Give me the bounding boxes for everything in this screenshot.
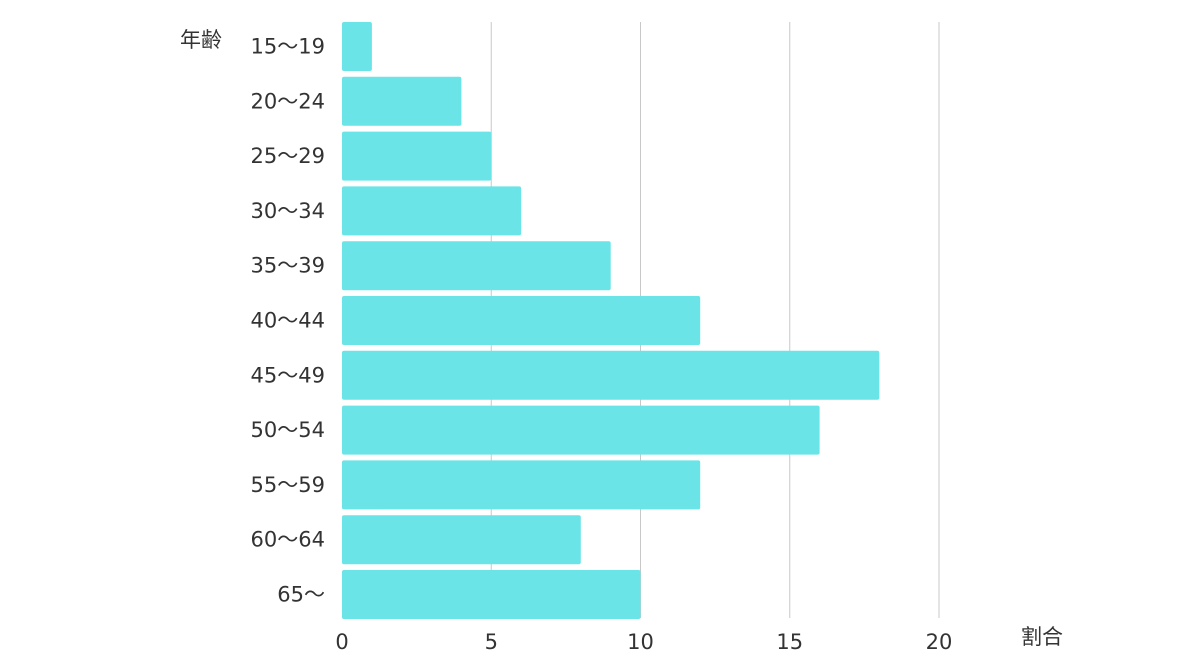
bar (342, 76, 462, 126)
y-tick-label: 60〜64 (251, 528, 325, 552)
y-tick-label: 15〜19 (251, 35, 325, 59)
x-axis-title: 割合 (1021, 625, 1063, 649)
y-tick-label: 55〜59 (251, 473, 325, 497)
bar (342, 570, 641, 619)
x-tick-label: 0 (335, 630, 348, 654)
bar (342, 241, 611, 291)
y-tick-label: 45〜49 (251, 363, 325, 387)
y-tick-label: 30〜34 (251, 199, 325, 223)
bar (342, 131, 492, 181)
y-tick-label: 50〜54 (251, 418, 325, 442)
y-axis-title: 年齢 (180, 28, 222, 52)
x-tick-label: 10 (627, 630, 654, 654)
y-tick-label: 20〜24 (251, 89, 325, 113)
bar (342, 296, 701, 345)
bar (342, 186, 522, 236)
y-tick-label: 65〜 (277, 583, 325, 607)
y-tick-labels: 15〜19 20〜24 25〜29 30〜34 35〜39 40〜44 45〜49 50〜54… (251, 35, 325, 607)
bar (342, 22, 372, 71)
bar (342, 350, 880, 400)
bars (342, 22, 880, 619)
x-tick-labels: 0 5 10 15 20 (335, 630, 952, 654)
y-tick-label: 40〜44 (251, 309, 325, 333)
x-tick-label: 5 (485, 630, 498, 654)
bar (342, 460, 701, 510)
bar (342, 515, 581, 565)
y-tick-label: 25〜29 (251, 144, 325, 168)
x-tick-label: 20 (926, 630, 953, 654)
y-tick-label: 35〜39 (251, 254, 325, 278)
bar (342, 405, 820, 455)
x-tick-label: 15 (776, 630, 803, 654)
